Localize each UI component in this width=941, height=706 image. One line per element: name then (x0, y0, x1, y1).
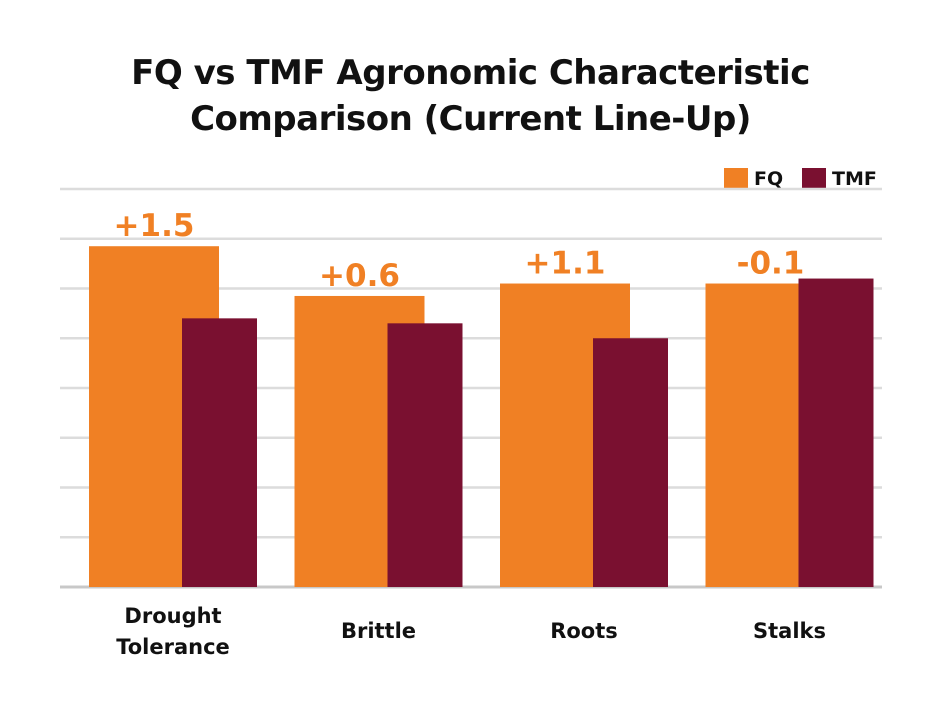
data-label: +1.1 (525, 246, 606, 282)
data-label: +1.5 (114, 208, 195, 244)
chart-title-line-1: FQ vs TMF Agronomic Characteristic (131, 53, 810, 93)
legend-swatch-tmf (802, 168, 826, 190)
legend-label-tmf: TMF (832, 168, 877, 190)
x-tick-label: Tolerance (116, 635, 230, 659)
bar-tmf (182, 318, 257, 587)
bar-tmf (387, 323, 463, 587)
bar-tmf (798, 278, 874, 587)
x-tick-label: Drought (124, 604, 221, 628)
chart-title-line-2: Comparison (Current Line-Up) (190, 99, 751, 139)
x-tick-label: Roots (550, 619, 618, 643)
legend-swatch-fq (724, 168, 748, 190)
data-label: +0.6 (319, 258, 400, 294)
x-tick-label: Stalks (753, 619, 826, 643)
data-label: -0.1 (737, 246, 805, 282)
legend-label-fq: FQ (754, 168, 784, 190)
x-tick-label: Brittle (341, 619, 416, 643)
bar-tmf (593, 338, 668, 587)
